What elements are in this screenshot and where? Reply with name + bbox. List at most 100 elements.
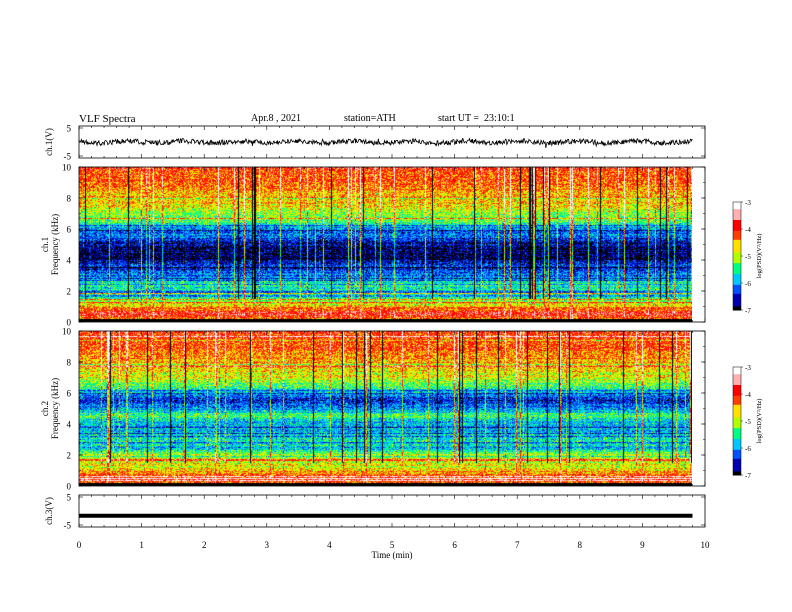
colorbar-swatch <box>733 277 741 280</box>
colorbar-tick-label: -4 <box>745 226 751 234</box>
y-tick-label: 8 <box>67 358 72 368</box>
colorbar-swatch <box>733 415 741 418</box>
colorbar-swatch <box>733 403 741 406</box>
colorbar-swatch <box>733 270 741 273</box>
time-axis: 0 1 2 3 4 5 6 7 8 9 10 Time (min) <box>77 540 710 560</box>
colorbar-swatch <box>733 236 741 239</box>
colorbar-tick-label: -6 <box>745 445 751 453</box>
colorbar-swatch <box>733 268 741 271</box>
ch1-waveform-panel: 5 -5 ch.1(V) <box>44 124 706 162</box>
colorbar-swatch <box>733 376 741 379</box>
colorbar-swatch <box>733 256 741 259</box>
colorbar-swatch <box>733 306 741 309</box>
colorbar-swatch <box>733 304 741 307</box>
ch1-channel-label: ch.1 <box>40 237 50 252</box>
colorbar-swatch <box>733 230 741 234</box>
x-tick-label: 1 <box>139 540 144 550</box>
colorbar-swatch <box>733 413 741 417</box>
colorbar-swatch <box>733 227 741 230</box>
colorbar-swatch <box>733 422 741 426</box>
colorbar-swatch <box>733 457 741 460</box>
colorbar-swatch <box>733 254 741 257</box>
colorbar-swatch <box>733 406 741 409</box>
colorbar-swatch <box>733 370 741 373</box>
colorbar-swatch <box>733 225 741 228</box>
colorbar-tick-label: -7 <box>745 472 751 480</box>
colorbar-swatch <box>733 390 741 393</box>
ch1-trace <box>78 137 693 148</box>
start-time-label: start UT = 23:10:1 <box>438 113 515 124</box>
colorbar-swatch <box>733 293 741 297</box>
colorbar-tick-label: -3 <box>745 199 751 207</box>
colorbar-swatch <box>733 283 741 286</box>
colorbar-swatch <box>733 395 741 399</box>
colorbar-swatch <box>733 367 741 370</box>
chart-title: VLF Spectra <box>79 113 136 125</box>
colorbar-swatch <box>733 424 741 427</box>
colorbar-swatch <box>733 301 741 304</box>
y-tick-label: 5 <box>67 493 72 503</box>
colorbar-swatch <box>733 205 741 208</box>
colorbar-swatch <box>733 297 741 300</box>
colorbar-swatch <box>733 428 741 431</box>
colorbar-swatch <box>733 248 741 252</box>
colorbar-swatch <box>733 419 741 422</box>
colorbar-swatch <box>733 464 741 467</box>
colorbar-swatch <box>733 223 741 226</box>
colorbar-tick-label: -6 <box>745 280 751 288</box>
colorbar-swatch <box>733 234 741 237</box>
ch1-frequency-axis-label: Frequency (kHz) <box>50 214 60 275</box>
colorbar-swatch <box>733 203 741 207</box>
colorbar-tick-label: -3 <box>745 364 751 372</box>
x-tick-label: 2 <box>202 540 207 550</box>
y-tick-label: 10 <box>62 163 72 173</box>
ch1-spectrogram-panel: 0 2 4 6 8 10 ch.1 Frequency (kHz) <box>40 163 706 328</box>
colorbar-swatch <box>733 245 741 248</box>
colorbar-swatch <box>733 377 741 381</box>
colorbar-swatch <box>733 408 741 411</box>
x-tick-label: 0 <box>77 540 82 550</box>
colorbar-swatch <box>733 232 741 235</box>
y-tick-label: 0 <box>67 318 72 328</box>
ch1-axis-label: ch.1(V) <box>44 128 54 156</box>
colorbar-swatch <box>733 444 741 447</box>
colorbar-swatch <box>733 451 741 454</box>
colorbar-swatch <box>733 430 741 433</box>
colorbar-tick-label: -5 <box>745 418 751 426</box>
colorbar-swatch <box>733 385 741 388</box>
colorbar-swatch <box>733 392 741 395</box>
colorbar-swatch <box>733 286 741 289</box>
y-tick-label: 6 <box>67 389 72 399</box>
y-tick-label: 4 <box>67 420 72 430</box>
colorbar-swatch <box>733 381 741 384</box>
colorbar-swatch <box>733 460 741 463</box>
colorbar-swatch <box>733 388 741 391</box>
colorbar-swatch <box>733 473 741 476</box>
ch3-waveform-panel: 5 -5 ch.3(V) <box>44 493 706 531</box>
colorbar-swatch <box>733 216 741 219</box>
ch3-frame <box>78 494 706 528</box>
colorbar-swatch <box>733 379 741 382</box>
colorbar-swatch <box>733 469 741 472</box>
y-tick-label: 4 <box>67 256 72 266</box>
colorbar-swatch <box>733 374 741 377</box>
colorbar-swatch <box>733 446 741 449</box>
colorbar-swatch <box>733 265 741 268</box>
colorbar-swatch <box>733 281 741 284</box>
colorbar-swatch <box>733 399 741 402</box>
colorbar-swatch <box>733 290 741 293</box>
colorbar-swatch <box>733 467 741 471</box>
colorbar-swatch <box>733 288 741 291</box>
x-tick-label: 5 <box>390 540 395 550</box>
colorbar-swatch <box>733 238 741 241</box>
colorbar-swatch <box>733 220 741 223</box>
colorbar-swatch <box>733 417 741 420</box>
colorbar-swatch <box>733 426 741 429</box>
x-tick-label: 4 <box>327 540 332 550</box>
date-label: Apr.8 , 2021 <box>251 113 301 124</box>
y-tick-label: -5 <box>64 521 72 531</box>
colorbar-label: log(PSD)(V²/Hz) <box>756 234 763 279</box>
colorbar-swatch <box>733 394 741 397</box>
colorbar-swatch <box>733 214 741 217</box>
ch2-spectrogram-image <box>79 331 692 486</box>
